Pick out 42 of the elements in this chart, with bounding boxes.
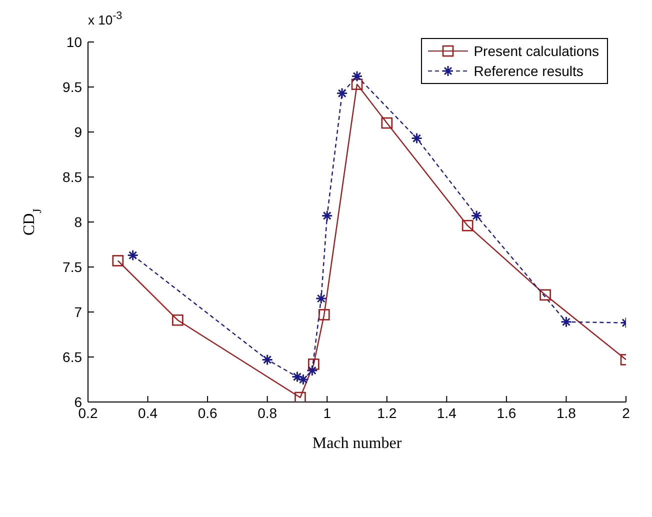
point <box>560 316 572 328</box>
x-tick-label: 1.8 <box>556 404 576 421</box>
y-tick-label: 7 <box>74 304 82 320</box>
point <box>540 289 551 301</box>
point <box>336 88 348 100</box>
point <box>306 364 318 376</box>
y-tick-label: 9 <box>74 124 82 140</box>
x-tick-label: 1.4 <box>436 404 457 421</box>
x-tick-label: 1 <box>323 404 332 421</box>
point <box>172 314 184 326</box>
point <box>294 392 306 402</box>
point <box>112 255 124 266</box>
point <box>470 210 482 222</box>
y-tick-label: 8 <box>74 214 82 230</box>
point <box>411 132 423 144</box>
point <box>291 371 303 383</box>
text: x 10$^{-3}$ <box>88 10 122 28</box>
y-tick-label: 9.5 <box>62 78 82 95</box>
x-tick-label: 1.2 <box>377 404 397 421</box>
point <box>351 70 363 82</box>
point <box>262 354 274 366</box>
legend-label: Reference results <box>474 63 584 79</box>
x-tick-label: 0.8 <box>258 404 278 421</box>
point <box>308 358 320 370</box>
x-tick-label: 1.6 <box>496 404 516 421</box>
point <box>318 309 330 320</box>
x-tick-label: 0.6 <box>198 404 218 421</box>
point <box>462 220 474 232</box>
x-tick-label: 0.4 <box>138 404 158 421</box>
point <box>351 78 363 90</box>
point <box>321 210 333 222</box>
y-tick-label: 8.5 <box>62 168 82 185</box>
point <box>315 292 327 304</box>
point <box>127 250 139 262</box>
point <box>297 374 309 386</box>
point <box>381 117 393 129</box>
x-tick-label: 2 <box>622 404 630 421</box>
x-axis-title: Mach number <box>312 435 402 452</box>
legend-label: Present calculations <box>474 43 599 59</box>
y-tick-label: 6.5 <box>62 348 82 365</box>
y-tick-label: 7.5 <box>62 258 82 275</box>
y-tick-label: 10 <box>66 34 82 50</box>
